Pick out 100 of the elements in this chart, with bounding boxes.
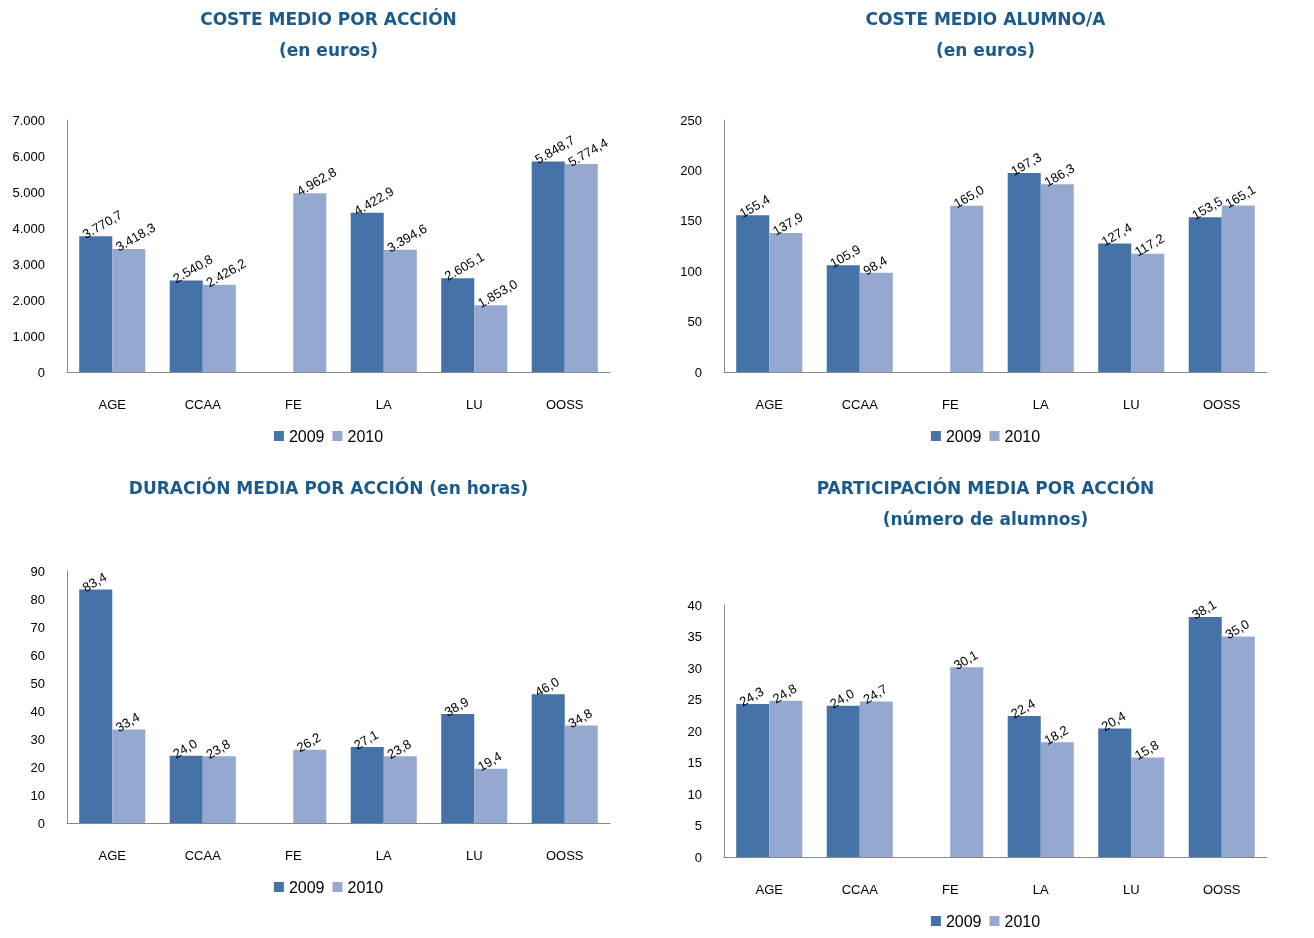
y-tick-label: 5.000 <box>12 184 45 200</box>
data-label: 24,0 <box>170 735 200 762</box>
data-label: 19,4 <box>474 748 505 775</box>
data-label: 20,4 <box>1098 708 1129 734</box>
data-label: 33,4 <box>112 709 143 735</box>
bar <box>293 193 327 372</box>
data-label: 165,0 <box>950 181 987 212</box>
data-label: 18,2 <box>1041 722 1071 748</box>
x-tick-label: LU <box>465 397 483 412</box>
chart-title: DURACIÓN MEDIA POR ACCIÓN (en horas) <box>128 476 529 498</box>
y-tick-label: 20 <box>30 759 45 775</box>
y-tick-label: 25 <box>687 692 702 707</box>
y-tick-label: 40 <box>687 597 702 613</box>
x-tick-label: AGE <box>755 882 784 897</box>
y-tick-label: 1.000 <box>12 328 45 344</box>
chart-subtitle: (en euros) <box>279 39 378 60</box>
bar <box>564 164 598 372</box>
legend-label: 2009 <box>945 427 982 445</box>
data-label: 24,7 <box>860 681 890 707</box>
y-tick-label: 5 <box>694 818 702 833</box>
y-tick-label: 10 <box>30 787 45 803</box>
data-label: 24,3 <box>736 683 767 710</box>
y-tick-label: 2.000 <box>12 292 45 308</box>
x-tick-label: LU <box>1122 882 1140 897</box>
y-tick-label: 0 <box>37 364 45 380</box>
bar <box>441 714 475 823</box>
x-tick-label: LA <box>1032 397 1050 412</box>
data-label: 27,1 <box>351 726 381 753</box>
chart-subtitle: (número de alumnos) <box>882 508 1089 529</box>
y-tick-label: 150 <box>680 213 702 229</box>
y-tick-label: 4.000 <box>12 220 45 236</box>
x-tick-label: FE <box>284 397 302 412</box>
x-tick-label: LA <box>1032 882 1050 897</box>
data-label: 34,8 <box>565 705 595 732</box>
chart-title: PARTICIPACIÓN MEDIA POR ACCIÓN <box>816 476 1155 498</box>
data-label: 30,1 <box>950 647 981 673</box>
x-tick-label: CCAA <box>184 848 222 863</box>
y-tick-label: 7.000 <box>12 112 45 128</box>
data-label: 38,1 <box>1189 596 1219 623</box>
x-tick-label: LU <box>1122 397 1140 412</box>
x-tick-label: FE <box>284 848 302 863</box>
legend-label: 2010 <box>1004 427 1041 445</box>
x-tick-label: AGE <box>98 848 127 863</box>
data-label: 23,8 <box>384 736 414 762</box>
x-tick-label: AGE <box>755 397 784 412</box>
y-tick-label: 30 <box>30 731 45 747</box>
legend-label: 2010 <box>1004 912 1041 930</box>
data-label: 23,8 <box>203 736 233 762</box>
legend-label: 2010 <box>347 427 384 445</box>
bar <box>531 694 565 823</box>
y-tick-label: 200 <box>680 162 702 178</box>
legend-label: 2009 <box>288 427 325 445</box>
y-tick-label: 30 <box>687 660 702 676</box>
data-label: 15,8 <box>1131 737 1162 763</box>
x-tick-label: OOSS <box>1202 882 1241 897</box>
x-tick-label: OOSS <box>545 397 584 412</box>
data-label: 22,4 <box>1008 695 1038 722</box>
x-tick-label: OOSS <box>1202 397 1241 412</box>
bar <box>79 236 113 372</box>
x-tick-label: CCAA <box>841 882 879 897</box>
y-tick-label: 50 <box>687 314 702 330</box>
chart-subtitle: (en euros) <box>936 39 1035 60</box>
chart-title: COSTE MEDIO ALUMNO/A <box>865 8 1107 29</box>
y-tick-label: 0 <box>694 364 702 380</box>
data-label: 137,9 <box>769 209 806 239</box>
y-tick-label: 90 <box>30 563 45 579</box>
y-tick-label: 15 <box>687 755 702 770</box>
y-tick-label: 60 <box>30 647 45 663</box>
x-tick-label: AGE <box>98 397 127 412</box>
bar <box>950 667 984 857</box>
data-label: 46,0 <box>532 674 562 700</box>
chart-title: COSTE MEDIO POR ACCIÓN <box>200 7 457 29</box>
x-tick-label: FE <box>941 397 959 412</box>
x-tick-label: OOSS <box>545 848 584 863</box>
data-label: 117,2 <box>1131 230 1167 260</box>
data-label: 26,2 <box>293 729 324 756</box>
x-tick-label: CCAA <box>184 397 222 412</box>
bar <box>769 233 803 372</box>
bar <box>350 212 384 372</box>
data-label: 35,0 <box>1222 616 1252 642</box>
y-tick-label: 70 <box>30 619 45 635</box>
data-label: 165,1 <box>1222 181 1259 212</box>
legend-label: 2009 <box>288 878 325 896</box>
data-label: 24,8 <box>769 680 800 707</box>
y-tick-label: 100 <box>680 263 702 279</box>
y-tick-label: 250 <box>680 112 702 128</box>
data-label: 38,9 <box>441 693 472 720</box>
data-label: 98,4 <box>860 252 890 279</box>
y-tick-label: 3.000 <box>12 256 45 272</box>
legend-label: 2009 <box>945 912 982 930</box>
legend-label: 2010 <box>347 878 384 896</box>
data-label: 24,0 <box>827 685 857 712</box>
y-tick-label: 35 <box>687 629 702 644</box>
y-tick-label: 6.000 <box>12 148 45 164</box>
y-tick-label: 0 <box>694 849 702 865</box>
y-tick-label: 80 <box>30 591 45 607</box>
y-tick-label: 50 <box>30 675 45 691</box>
y-tick-label: 40 <box>30 703 45 719</box>
x-tick-label: LA <box>375 397 393 412</box>
x-tick-label: CCAA <box>841 397 879 412</box>
